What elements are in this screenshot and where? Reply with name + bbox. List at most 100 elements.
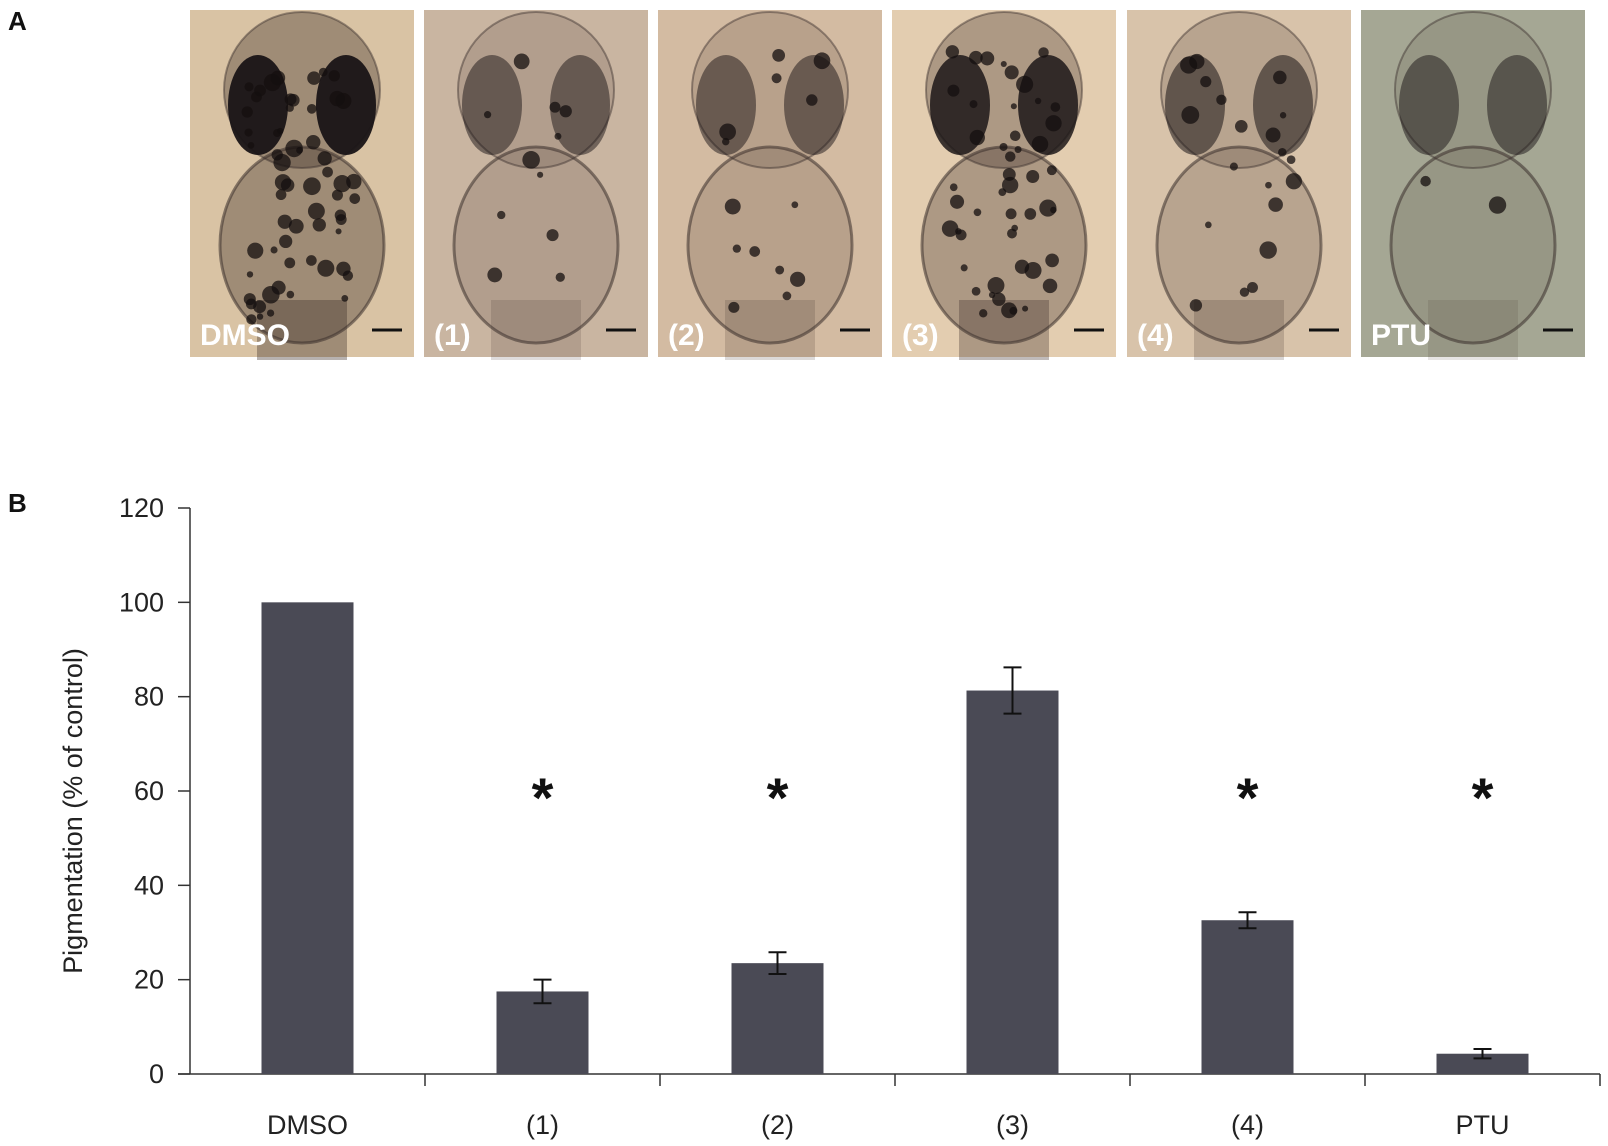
melanophore-spot bbox=[546, 229, 559, 242]
larva-image-panel: DMSO bbox=[190, 10, 414, 360]
melanophore-spot bbox=[1022, 305, 1029, 312]
melanophore-spot bbox=[303, 177, 321, 196]
melanophore-spot bbox=[273, 153, 291, 172]
panel-b-letter: B bbox=[8, 488, 27, 518]
larva-image-panel: (1) bbox=[424, 10, 648, 360]
melanophore-spot bbox=[941, 220, 959, 237]
melanophore-spot bbox=[749, 246, 761, 257]
melanophore-spot bbox=[1285, 173, 1302, 190]
melanophore-spot bbox=[782, 291, 792, 301]
image-background bbox=[1127, 10, 1351, 357]
image-background bbox=[658, 10, 882, 357]
image-panel-label: (3) bbox=[902, 319, 939, 352]
melanophore-spot bbox=[771, 73, 782, 84]
y-tick-label: 20 bbox=[134, 965, 164, 995]
melanophore-spot bbox=[307, 202, 325, 220]
melanophore-spot bbox=[275, 189, 287, 201]
melanophore-spot bbox=[790, 271, 806, 287]
melanophore-spot bbox=[1016, 75, 1034, 93]
melanophore-spot bbox=[349, 193, 361, 204]
melanophore-spot bbox=[307, 71, 321, 85]
larva-left-eye bbox=[462, 55, 522, 155]
melanophore-spot bbox=[306, 103, 317, 114]
y-tick-label: 0 bbox=[149, 1059, 164, 1089]
image-background bbox=[190, 10, 414, 357]
melanophore-spot bbox=[241, 106, 253, 118]
larva-right-eye bbox=[550, 55, 610, 155]
melanophore-spot bbox=[732, 244, 741, 253]
melanophore-spot bbox=[969, 100, 978, 109]
melanophore-spot bbox=[318, 67, 328, 77]
bar bbox=[966, 690, 1059, 1074]
melanophore-spot bbox=[1265, 181, 1272, 189]
larva-left-eye bbox=[228, 55, 288, 155]
melanophore-spot bbox=[1034, 97, 1042, 105]
melanophore-spot bbox=[296, 146, 304, 154]
melanophore-spot bbox=[1189, 299, 1203, 312]
melanophore-spot bbox=[1050, 206, 1057, 214]
significance-marker: * bbox=[1237, 766, 1259, 829]
y-tick-label: 60 bbox=[134, 776, 164, 806]
melanophore-spot bbox=[285, 103, 294, 112]
melanophore-spot bbox=[284, 257, 296, 269]
melanophore-spot bbox=[483, 111, 492, 119]
melanophore-spot bbox=[253, 300, 267, 314]
image-panel-label: (4) bbox=[1137, 319, 1174, 352]
melanophore-spot bbox=[980, 51, 995, 66]
melanophore-spot bbox=[1005, 208, 1017, 220]
melanophore-spot bbox=[1239, 287, 1250, 297]
melanophore-spot bbox=[1046, 165, 1057, 176]
larva-left-eye bbox=[930, 55, 990, 155]
melanophore-spot bbox=[1050, 102, 1061, 112]
panel-a-letter: A bbox=[8, 6, 27, 36]
larva-image-panel: PTU bbox=[1361, 10, 1585, 360]
melanophore-spot bbox=[342, 270, 354, 281]
y-axis-label: Pigmentation (% of control) bbox=[58, 648, 88, 974]
melanophore-spot bbox=[719, 123, 736, 141]
melanophore-spot bbox=[306, 134, 321, 150]
melanophore-spot bbox=[554, 132, 562, 140]
melanophore-spot bbox=[1200, 76, 1212, 88]
melanophore-spot bbox=[1026, 169, 1040, 183]
significance-marker: * bbox=[1472, 766, 1494, 829]
melanophore-spot bbox=[945, 45, 960, 59]
melanophore-spot bbox=[317, 151, 332, 166]
melanophore-spot bbox=[328, 70, 340, 82]
melanophore-spot bbox=[513, 53, 530, 70]
melanophore-spot bbox=[1031, 135, 1049, 153]
image-panel-label: (1) bbox=[434, 319, 471, 352]
larva-trunk bbox=[725, 300, 815, 360]
melanophore-spot bbox=[1005, 151, 1016, 162]
melanophore-spot bbox=[1265, 127, 1281, 143]
larva-right-eye bbox=[1018, 55, 1078, 155]
melanophore-spot bbox=[1279, 112, 1287, 119]
larva-trunk bbox=[1194, 300, 1284, 360]
melanophore-spot bbox=[286, 93, 300, 107]
melanophore-spot bbox=[724, 198, 741, 215]
melanophore-spot bbox=[1004, 65, 1019, 80]
bar bbox=[261, 602, 354, 1074]
melanophore-spot bbox=[1000, 60, 1007, 68]
melanophore-spot bbox=[1009, 306, 1018, 315]
melanophore-spot bbox=[537, 171, 544, 178]
melanophore-spot bbox=[950, 194, 965, 209]
melanophore-spot bbox=[329, 90, 345, 107]
melanophore-spot bbox=[279, 234, 293, 249]
melanophore-spot bbox=[969, 50, 983, 65]
melanophore-spot bbox=[979, 309, 988, 318]
melanophore-spot bbox=[1045, 115, 1062, 132]
melanophore-spot bbox=[806, 94, 818, 106]
larva-yolk bbox=[1389, 145, 1557, 345]
y-tick-label: 40 bbox=[134, 870, 164, 900]
melanophore-spot bbox=[335, 228, 342, 235]
larva-image-panel: (2) bbox=[658, 10, 882, 360]
larva-trunk bbox=[1428, 300, 1518, 360]
bar bbox=[731, 963, 824, 1074]
melanophore-spot bbox=[286, 290, 295, 299]
melanophore-spot bbox=[1229, 162, 1238, 171]
melanophore-spot bbox=[1259, 241, 1277, 259]
melanophore-spot bbox=[1024, 261, 1042, 279]
y-tick-label: 80 bbox=[134, 682, 164, 712]
melanophore-spot bbox=[1234, 120, 1248, 133]
bar bbox=[1436, 1053, 1529, 1074]
